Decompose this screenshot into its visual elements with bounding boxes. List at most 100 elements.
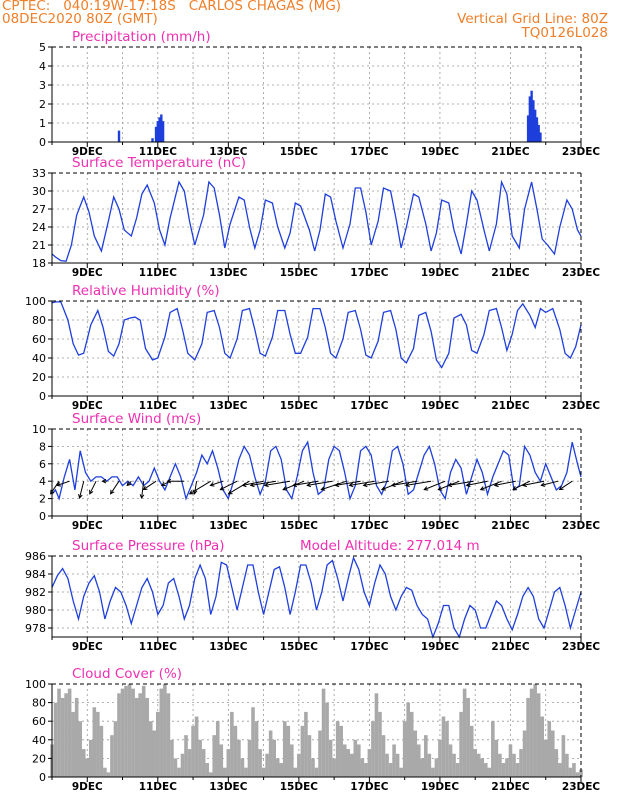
panel5-title: Surface Pressure (hPa) bbox=[72, 538, 225, 554]
panel6-cloud-bar bbox=[572, 763, 576, 777]
panel6-cloud-bar bbox=[522, 730, 527, 777]
panel6-cloud-bar bbox=[399, 767, 403, 777]
panel6-cloud-bar bbox=[120, 688, 125, 777]
panel6-cloud-bar bbox=[194, 716, 199, 777]
panel3-xtick-label: 13DEC bbox=[209, 400, 248, 412]
panel3-ytick-label: 40 bbox=[32, 352, 46, 365]
panel1-ytick-label: 4 bbox=[39, 60, 46, 73]
panel4-wind-arrow-head bbox=[292, 482, 298, 488]
panel1-ytick-label: 1 bbox=[39, 117, 46, 130]
panel6-cloud-bar bbox=[230, 711, 234, 777]
panel6-cloud-bar bbox=[406, 702, 410, 777]
panel6-cloud-bar bbox=[117, 693, 121, 777]
panel6-cloud-bar bbox=[215, 721, 220, 777]
panel4-wind-arrow-head bbox=[56, 482, 62, 487]
panel6-cloud-bar bbox=[353, 739, 358, 777]
panel4-wind-arrow-shaft bbox=[141, 481, 145, 499]
panel6-cloud-bar bbox=[272, 739, 276, 777]
panel6-cloud-bar bbox=[275, 758, 280, 777]
panel6-cloud-bar bbox=[92, 707, 97, 777]
panel4-wind-arrow-head bbox=[78, 494, 83, 500]
panel6-cloud-bar bbox=[332, 758, 336, 777]
panel4-wind-arrow-head bbox=[110, 489, 115, 495]
panel1-xtick-label: 17DEC bbox=[350, 146, 389, 158]
panel2-series-line bbox=[51, 179, 582, 262]
panel3-xtick-label: 19DEC bbox=[421, 400, 460, 412]
header-date: 08DEC2020 80Z (GMT) bbox=[2, 11, 158, 27]
panel4-wind-arrow-head bbox=[282, 486, 288, 491]
panel4-wind-arrow-head bbox=[465, 482, 471, 488]
panel4-xtick-label: 21DEC bbox=[491, 520, 530, 532]
panel5-xtick-label: 19DEC bbox=[421, 641, 460, 653]
panel4-wind-arrow-shaft bbox=[494, 480, 516, 486]
panel6-cloud-bar bbox=[498, 753, 502, 777]
panel6-cloud-bar bbox=[381, 735, 386, 777]
panel1-ytick-label: 5 bbox=[39, 41, 46, 54]
panel6-cloud-bar bbox=[533, 684, 537, 777]
panel6-cloud-bar bbox=[184, 735, 188, 777]
panel2-title: Surface Temperature (nC) bbox=[72, 155, 246, 171]
panel4-xtick-label: 11DEC bbox=[139, 520, 178, 532]
panel6-cloud-bar bbox=[385, 753, 389, 777]
panel4-wind-arrow-head bbox=[521, 482, 527, 488]
panel6-cloud-bar bbox=[282, 721, 287, 777]
panel1-precip-bar bbox=[158, 117, 161, 142]
panel4-wind-arrow-shaft bbox=[264, 480, 291, 486]
panel2-ytick-label: 18 bbox=[32, 257, 46, 270]
panel4-wind-arrow-head bbox=[50, 489, 55, 495]
panel3-title: Relative Humidity (%) bbox=[72, 283, 220, 299]
panel4-wind-arrow-shaft bbox=[89, 480, 97, 495]
panel6-cloud-bar bbox=[254, 721, 259, 777]
panel6-ytick-label: 60 bbox=[32, 715, 46, 728]
panel4-wind-arrow-head bbox=[249, 482, 255, 488]
panel6-cloud-bar bbox=[258, 749, 262, 777]
panel6-cloud-bar bbox=[226, 749, 231, 777]
panel6-cloud-bar bbox=[540, 716, 545, 777]
panel4-title: Surface Wind (m/s) bbox=[72, 411, 201, 427]
panel6-cloud-bar bbox=[357, 744, 361, 777]
panel6-cloud-bar bbox=[438, 739, 442, 777]
panel1-precip-bar bbox=[533, 109, 537, 142]
panel6-cloud-bar bbox=[286, 725, 291, 777]
panel6-cloud-bar bbox=[152, 730, 157, 777]
panel6-cloud-bar bbox=[466, 697, 470, 777]
panel6-xtick-label: 23DEC bbox=[562, 781, 601, 793]
panel5-series-line bbox=[51, 555, 582, 640]
panel2-xtick-label: 19DEC bbox=[421, 267, 460, 279]
panel4-wind-arrow-shaft bbox=[480, 480, 502, 491]
panel2-ytick-label: 27 bbox=[32, 203, 46, 216]
panel4-wind-arrow-shaft bbox=[307, 480, 333, 486]
panel6-cloud-bar bbox=[441, 716, 446, 777]
panel6-cloud-bar bbox=[148, 721, 153, 777]
panel6-cloud-bar bbox=[53, 702, 58, 777]
panel3-xtick-label: 9DEC bbox=[72, 400, 103, 412]
panel6-cloud-bar bbox=[64, 693, 68, 777]
panel4-wind-arrow-head bbox=[188, 490, 194, 495]
panel6-cloud-bar bbox=[505, 758, 509, 777]
panel4-wind-arrow-head bbox=[126, 481, 132, 487]
panel6-cloud-bar bbox=[127, 684, 132, 777]
panel6-cloud-bar bbox=[367, 749, 372, 777]
panel4-wind-arrow-head bbox=[479, 486, 485, 491]
panel6-cloud-bar bbox=[141, 685, 146, 777]
panel4-ytick-label: 8 bbox=[39, 440, 46, 453]
panel4-wind-arrow-head bbox=[101, 478, 107, 484]
panel6-cloud-bar bbox=[131, 688, 135, 777]
panel1-precip-bar bbox=[530, 90, 533, 142]
panel1-xtick-label: 15DEC bbox=[280, 146, 319, 158]
panel4-wind-arrow-shaft bbox=[349, 480, 375, 486]
panel6-cloud-bar bbox=[318, 730, 322, 777]
panel6-xtick-label: 21DEC bbox=[491, 781, 530, 793]
panel6-cloud-bar bbox=[60, 697, 65, 777]
panel4-wind-arrow-head bbox=[166, 478, 172, 484]
panel6-cloud-bar bbox=[424, 735, 428, 777]
panel1-precip-bar bbox=[156, 121, 159, 142]
panel3-xtick-label: 17DEC bbox=[350, 400, 389, 412]
panel4-wind-arrow-shaft bbox=[321, 480, 347, 491]
panel3-ytick-label: 0 bbox=[39, 390, 46, 403]
panel5-ytick-label: 982 bbox=[25, 586, 46, 599]
panel6-cloud-bar bbox=[205, 763, 209, 777]
panel6-cloud-bar bbox=[173, 758, 178, 777]
panel6-cloud-bar bbox=[293, 767, 298, 777]
